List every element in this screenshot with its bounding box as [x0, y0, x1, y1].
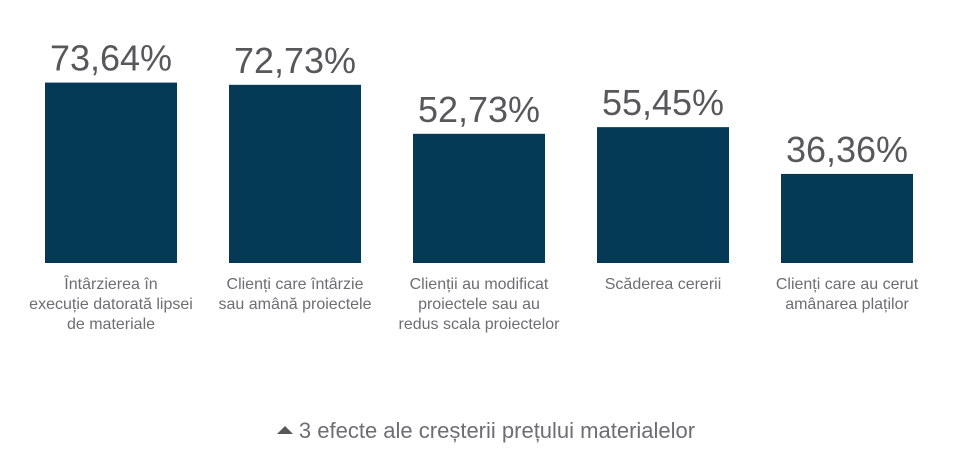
category-label-2: Clienți care întârzie sau amână proiectel… [210, 275, 380, 315]
bar-value-label-1: 73,64% [50, 38, 172, 79]
category-label-5: Clienți care au cerut amânarea plaților [762, 275, 932, 315]
bar-value-label-2: 72,73% [234, 40, 356, 81]
bar-4 [597, 127, 729, 264]
chart-caption: 3 efecte ale creșterii prețului material… [0, 418, 972, 444]
caption-text: 3 efecte ale creșterii prețului material… [298, 418, 696, 443]
category-label-4: Scăderea cererii [578, 275, 748, 295]
bar-value-label-4: 55,45% [602, 82, 724, 123]
category-label-line: proiectele sau au [418, 296, 540, 313]
category-label-line: Clienții au modificat [409, 276, 549, 293]
category-label-line: Scăderea cererii [604, 276, 722, 293]
category-label-line: execuție datorată lipsei [29, 296, 193, 313]
bar-2 [229, 84, 361, 264]
category-label-line: sau amână proiectele [218, 296, 372, 313]
category-label-line: amânarea plaților [785, 296, 909, 313]
category-label-line: Întârzierea în [64, 276, 158, 293]
bar-5 [781, 173, 913, 263]
category-label-line: redus scala proiectelor [398, 316, 560, 333]
category-label-3: Clienții au modificat proiectele sau au re… [394, 275, 564, 335]
category-label-1: Întârzierea în execuție datorată lipsei de… [26, 275, 196, 335]
bar-value-label-3: 52,73% [418, 89, 540, 130]
bar-1 [45, 82, 177, 263]
bar-3 [413, 133, 545, 263]
triangle-up-icon [276, 426, 293, 435]
category-label-line: Clienți care întârzie [226, 276, 364, 293]
category-label-line: de materiale [66, 316, 156, 333]
bar-value-label-5: 36,36% [786, 129, 908, 170]
category-label-line: Clienți care au cerut [775, 276, 919, 293]
